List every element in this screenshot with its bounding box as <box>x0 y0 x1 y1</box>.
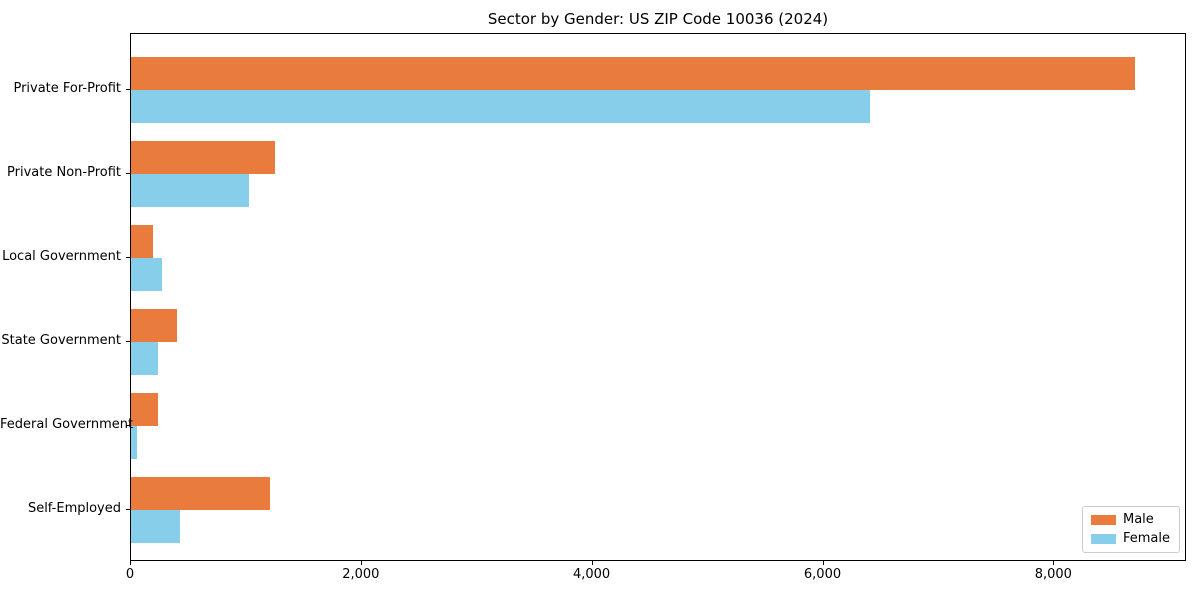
y-tick-mark <box>126 341 130 342</box>
chart-title: Sector by Gender: US ZIP Code 10036 (202… <box>487 10 829 28</box>
x-tick-mark <box>130 561 131 565</box>
y-tick-mark <box>126 89 130 90</box>
x-tick-mark <box>822 561 824 565</box>
male-series-swatch <box>1090 515 1116 525</box>
y-tick-mark <box>126 425 130 426</box>
x-tick-label: 2,000 <box>342 567 380 582</box>
female-bar <box>131 510 180 543</box>
x-tick-mark <box>360 561 362 565</box>
legend-item-male: Male <box>1090 512 1170 527</box>
y-axis-category-label: State Government <box>1 333 121 348</box>
y-axis-category-label: Self-Employed <box>27 501 121 516</box>
male-bar <box>131 309 178 342</box>
male-bar <box>131 141 276 174</box>
x-tick-label: 8,000 <box>1034 567 1072 582</box>
male-bar <box>131 57 1136 90</box>
x-tick-mark <box>1053 561 1055 565</box>
female-bar <box>131 342 158 375</box>
x-tick-label: 6,000 <box>803 567 842 582</box>
y-axis-category-label: Private For-Profit <box>13 81 121 96</box>
male-bar <box>131 225 153 258</box>
male-bar <box>131 477 270 510</box>
y-tick-mark <box>126 173 130 174</box>
bars-layer <box>131 34 1185 560</box>
female-bar <box>131 426 137 459</box>
y-axis-category-label: Federal Government <box>0 417 134 432</box>
legend-label-female: Female <box>1122 531 1170 546</box>
legend-item-female: Female <box>1090 531 1170 546</box>
female-bar <box>131 258 163 291</box>
y-axis-category-label: Private Non-Profit <box>7 165 121 180</box>
female-bar <box>131 174 249 207</box>
x-tick-mark <box>591 561 593 565</box>
female-bar <box>131 90 870 123</box>
legend: Male Female <box>1081 506 1180 553</box>
x-tick-label: 4,000 <box>572 567 611 582</box>
x-tick-label: 0 <box>125 567 135 582</box>
y-axis-category-label: Local Government <box>2 249 121 264</box>
legend-label-male: Male <box>1122 512 1154 527</box>
plot-area: Male Female <box>130 33 1186 561</box>
male-bar <box>131 393 158 426</box>
y-tick-mark <box>126 509 130 510</box>
female-series-swatch <box>1090 534 1116 544</box>
y-tick-mark <box>126 257 130 258</box>
